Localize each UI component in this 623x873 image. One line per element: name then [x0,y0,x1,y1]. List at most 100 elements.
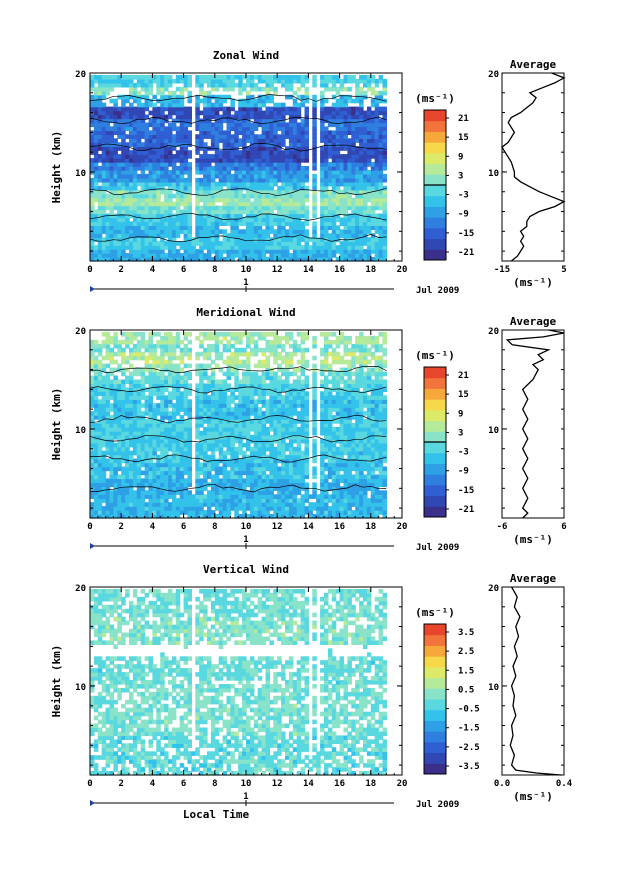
heatmap-cell [168,253,173,258]
heatmap-cell [292,166,298,171]
heatmap-cell [199,205,204,211]
heatmap-cell [93,486,99,491]
heatmap-cell [366,462,372,468]
heatmap-cell [285,217,290,223]
heatmap-cell [363,138,368,143]
heatmap-cell [207,90,212,96]
heatmap-cell [90,430,95,436]
heatmap-cell [265,502,270,507]
heatmap-cell [164,454,169,460]
heatmap-cell [246,474,251,480]
heatmap-cell [378,221,384,226]
heatmap-cell [269,478,274,483]
heatmap-cell [374,450,380,456]
heatmap-cell [113,193,118,199]
heatmap-cell [199,126,204,131]
heatmap-cell [355,78,360,84]
heatmap-cell [273,498,278,503]
heatmap-cell [277,458,282,464]
heatmap-cell [343,134,348,139]
heatmap-cell [230,454,235,460]
heatmap-cell [168,249,173,254]
heatmap-cell [175,173,181,179]
heatmap-cell [109,233,114,238]
heatmap-cell [374,201,380,207]
heatmap-cell [93,430,99,436]
heatmap-cell [175,217,181,223]
heatmap-cell [238,442,243,448]
heatmap-cell [382,197,387,203]
heatmap-cell [187,233,192,238]
heatmap-cell [378,458,384,464]
heatmap-cell [312,229,317,234]
heatmap-cell [292,197,298,203]
heatmap-cell [199,134,204,139]
heatmap-cell [366,185,372,191]
heatmap-cell [230,494,235,499]
heatmap-cell [363,442,368,448]
heatmap-cell [257,181,263,187]
heatmap-cell [195,201,200,207]
heatmap-cell [230,245,235,250]
heatmap-cell [300,486,306,491]
heatmap-cell [285,502,290,507]
heatmap-cell [370,189,376,195]
heatmap-cell [296,430,302,436]
heatmap-cell [156,474,161,480]
heatmap-cell [292,423,298,428]
heatmap-cell [363,474,368,480]
heatmap-cell [171,102,177,108]
heatmap-cell [183,110,189,116]
heatmap-cell [187,490,192,495]
heatmap-cell [160,170,165,175]
heatmap-cell [288,110,294,116]
heatmap-cell [234,213,239,219]
heatmap-cell [164,102,169,108]
heatmap-cell [312,154,317,159]
heatmap-cell [183,166,189,171]
heatmap-cell [382,502,387,507]
heatmap-cell [226,462,231,468]
heatmap-cell [148,506,153,511]
heatmap-cell [238,490,243,495]
heatmap-cell [339,98,345,104]
heatmap-cell [331,86,337,92]
heatmap-cell [366,486,372,491]
heatmap-cell [320,502,325,507]
heatmap-cell [140,470,146,476]
heatmap-cell [129,134,134,139]
colorbar-swatch [424,195,446,207]
heatmap-cell [253,442,259,448]
heatmap-cell [265,221,270,226]
heatmap-cell [331,498,337,503]
heatmap-cell [148,225,153,230]
heatmap-cell [273,430,278,436]
heatmap-cell [168,438,173,444]
heatmap-cell [156,126,161,131]
heatmap-cell [300,466,306,472]
heatmap-cell [222,506,228,511]
heatmap-cell [343,189,348,195]
heatmap-cell [195,134,200,139]
heatmap-cell [304,110,309,116]
heatmap-cell [324,490,329,495]
heatmap-cell [304,90,309,96]
heatmap-cell [296,229,302,234]
heatmap-cell [277,482,282,487]
heatmap-cell [136,138,142,143]
heatmap-cell [382,138,387,143]
heatmap-cell [97,514,103,519]
heatmap-cell [179,423,185,428]
x-tick-label: 20 [397,265,408,275]
heatmap-cell [359,229,364,234]
heatmap-cell [312,454,317,460]
heatmap-cell [269,181,274,187]
heatmap-cell [234,482,239,487]
heatmap-cell [370,502,376,507]
heatmap-cell [281,130,286,135]
heatmap-cell [175,462,181,468]
heatmap-cell [160,502,165,507]
heatmap-cell [203,177,208,183]
heatmap-cell [288,446,294,452]
heatmap-cell [152,110,157,116]
